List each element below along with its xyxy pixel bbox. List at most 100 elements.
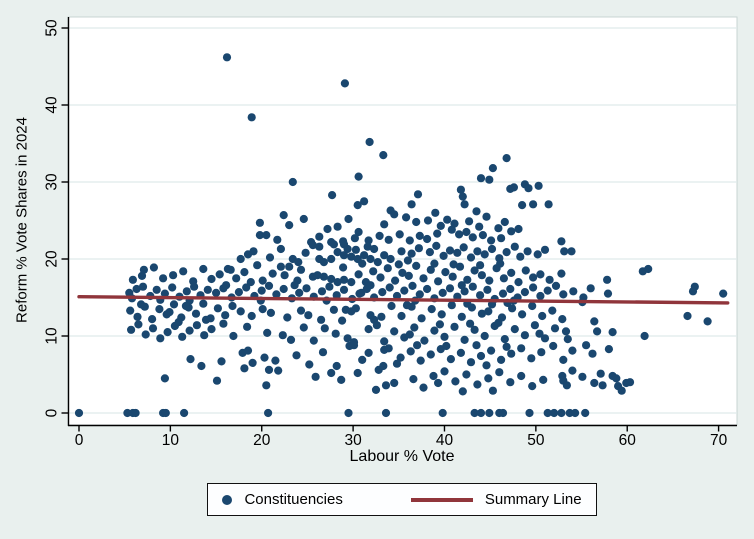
data-point <box>138 282 148 291</box>
data-point <box>472 207 481 216</box>
data-point <box>502 342 511 351</box>
data-point <box>447 225 456 234</box>
data-point <box>561 327 571 336</box>
data-point <box>407 200 416 209</box>
data-point <box>163 328 172 337</box>
data-point <box>529 200 538 209</box>
data-point <box>458 387 467 396</box>
data-point <box>644 264 653 274</box>
x-tick-label: 50 <box>527 432 545 449</box>
data-point <box>590 378 599 388</box>
data-point <box>431 208 440 217</box>
data-point <box>405 236 414 245</box>
data-point <box>347 278 356 287</box>
x-tick-label: 70 <box>710 432 728 449</box>
data-point <box>498 408 508 418</box>
data-point <box>376 273 385 282</box>
data-point <box>484 374 493 383</box>
data-point <box>528 301 537 311</box>
data-point <box>419 383 428 392</box>
data-point <box>404 271 413 280</box>
data-point <box>286 335 296 344</box>
data-point <box>719 289 728 298</box>
data-point <box>517 344 526 353</box>
data-point <box>603 275 612 284</box>
data-point <box>264 408 273 418</box>
data-point <box>557 237 566 246</box>
data-point <box>360 197 369 206</box>
data-point <box>559 290 568 299</box>
data-point <box>331 329 340 338</box>
data-point <box>482 361 491 370</box>
data-point <box>279 284 288 294</box>
data-point <box>507 349 516 358</box>
data-point <box>506 284 515 294</box>
data-point <box>453 248 462 257</box>
data-point <box>358 259 367 268</box>
data-point <box>438 288 447 297</box>
legend-item-summary-line: Summary Line <box>410 491 582 508</box>
data-point <box>379 361 388 371</box>
data-point <box>364 348 373 357</box>
data-point <box>271 356 280 365</box>
data-point <box>380 251 389 260</box>
data-point <box>557 408 566 418</box>
data-point <box>351 245 360 254</box>
data-point <box>304 311 313 320</box>
data-point <box>161 408 170 418</box>
data-point <box>468 282 477 291</box>
data-point <box>339 251 349 260</box>
data-point <box>396 353 405 362</box>
data-point <box>430 326 439 335</box>
data-point <box>612 374 621 383</box>
data-point <box>394 260 403 269</box>
data-point <box>425 248 434 257</box>
data-point <box>465 217 474 226</box>
data-point <box>451 377 460 386</box>
data-point <box>222 281 231 290</box>
constituencies-label: Constituencies <box>244 491 343 508</box>
data-point <box>255 231 264 240</box>
data-point <box>434 378 443 388</box>
data-point <box>408 281 417 290</box>
data-point <box>268 269 277 278</box>
data-point <box>455 230 464 239</box>
data-point <box>568 346 577 355</box>
data-point <box>485 175 494 184</box>
data-point <box>236 254 245 264</box>
data-point <box>383 264 392 273</box>
data-point <box>247 113 256 122</box>
data-point <box>148 324 158 333</box>
data-point <box>549 341 558 351</box>
data-point <box>390 210 399 219</box>
y-tick-label: 0 <box>44 408 61 417</box>
x-tick-label: 10 <box>162 432 180 449</box>
data-point <box>165 308 174 317</box>
data-point <box>279 211 288 220</box>
data-point <box>563 335 572 344</box>
data-point <box>323 224 332 234</box>
data-point <box>539 375 548 384</box>
x-tick-label: 20 <box>253 432 271 449</box>
data-point <box>450 219 459 228</box>
plot-area <box>67 16 738 426</box>
data-point <box>296 306 306 315</box>
data-point <box>441 268 450 277</box>
data-point <box>387 301 396 311</box>
data-point <box>477 309 486 318</box>
data-point <box>199 299 208 308</box>
data-point <box>274 366 283 375</box>
constituencies-marker-icon <box>222 494 233 505</box>
data-point <box>248 358 257 367</box>
data-point <box>313 271 322 280</box>
data-point <box>683 311 692 321</box>
data-point <box>568 366 577 375</box>
data-point <box>257 286 266 295</box>
data-point <box>358 355 367 364</box>
data-point <box>285 262 294 271</box>
data-point <box>456 185 465 194</box>
data-point <box>234 288 243 297</box>
data-point <box>484 307 493 316</box>
data-point <box>332 291 341 300</box>
